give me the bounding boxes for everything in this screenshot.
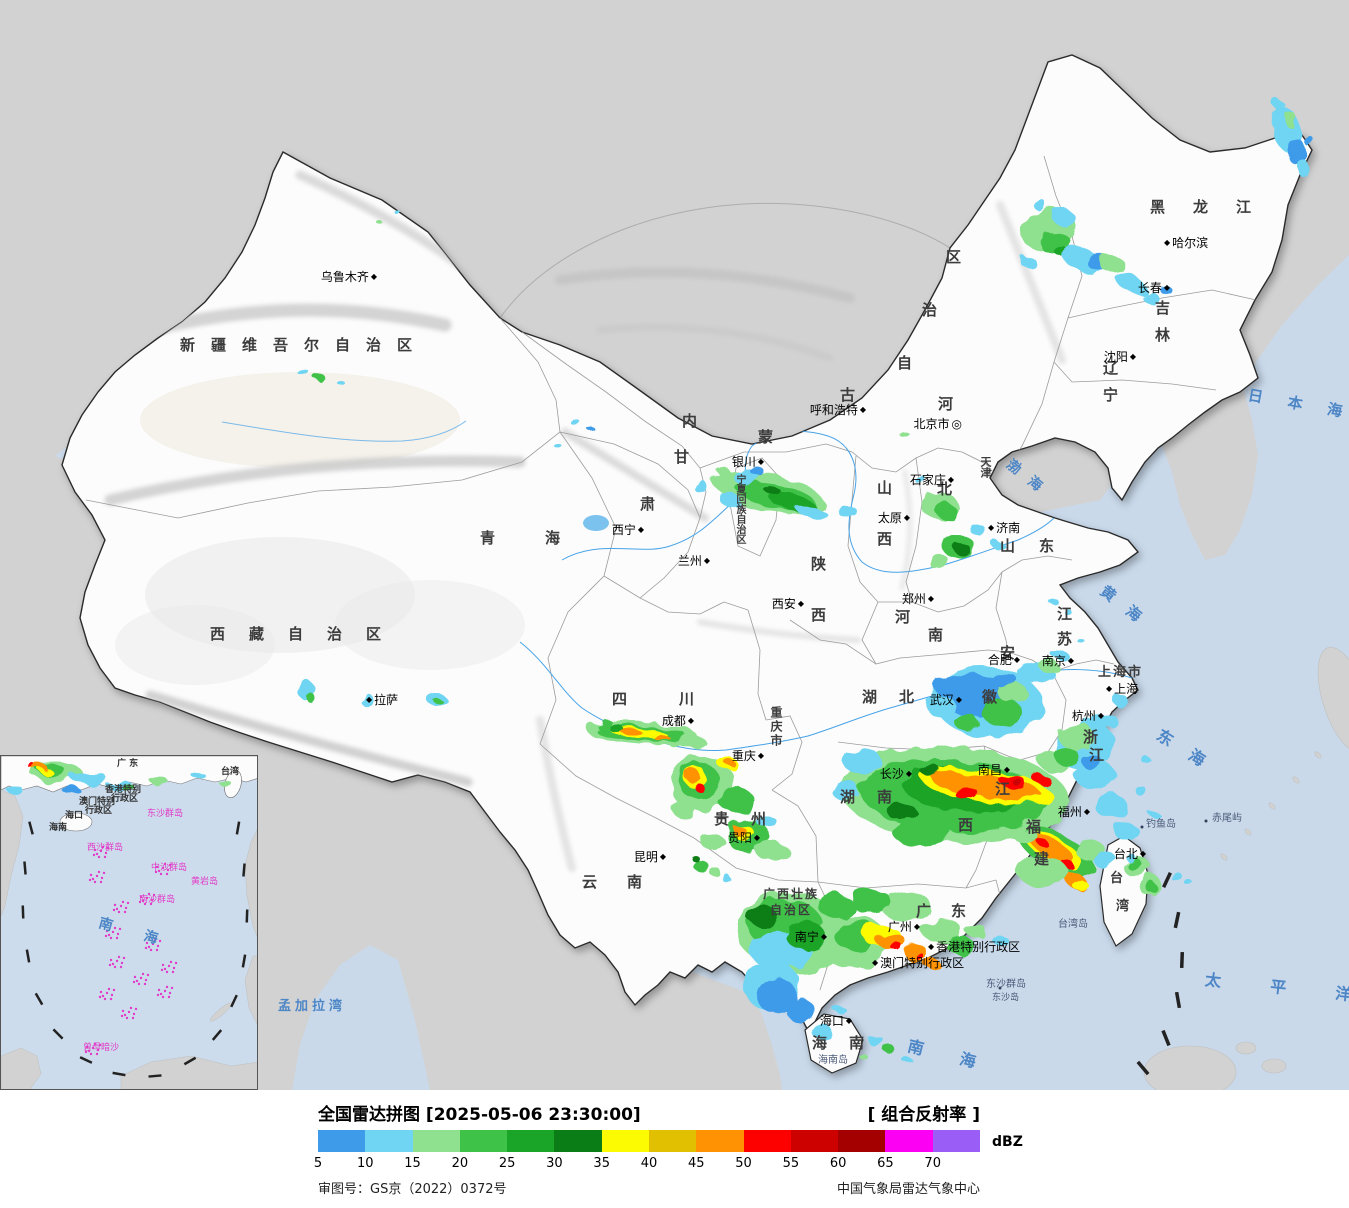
colorbar-tick: 70	[924, 1156, 941, 1171]
inset-label: 海南	[49, 823, 68, 833]
inset-label: 黄岩岛	[191, 877, 219, 887]
colorbar-tick: 10	[357, 1156, 374, 1171]
inset-label: 西沙群岛	[87, 843, 124, 853]
inset-label: 香港特别	[105, 785, 142, 795]
terrain-relief	[104, 170, 1066, 872]
inset-label: 东沙群岛	[147, 809, 184, 819]
inset-label: 广 东	[117, 759, 139, 769]
qinghai-lake	[583, 515, 609, 531]
inset-label: 行政区	[85, 806, 113, 816]
colorbar-tick: 40	[640, 1156, 658, 1171]
colorbar-tick: 55	[782, 1156, 800, 1171]
colorbar-cell-15	[412, 1130, 460, 1152]
inset-label: 台湾	[221, 767, 240, 777]
license-text: 审图号：GS京（2022）0372号	[318, 1182, 507, 1197]
colorbar-cell-10	[365, 1130, 413, 1152]
colorbar-cell-25	[507, 1130, 555, 1152]
colorbar-cell-40	[648, 1130, 697, 1152]
colorbar-cell-55	[790, 1130, 839, 1152]
unit-label: dBZ	[992, 1134, 1023, 1150]
colorbar-cell-70	[932, 1130, 980, 1152]
mongolia-relief	[555, 267, 855, 362]
colorbar-tick: 35	[593, 1156, 610, 1171]
inset-label: 行政区	[111, 794, 139, 804]
inset-label: 海口	[65, 811, 84, 821]
colorbar-cell-5	[318, 1130, 366, 1152]
inset-hainan	[59, 812, 93, 832]
inset-label: 南沙群岛	[139, 895, 176, 905]
colorbar-tick: 30	[546, 1156, 563, 1171]
legend-panel: 全国雷达拼图 [2025-05-06 23:30:00] [ 组合反射率 ] d…	[0, 1090, 1349, 1208]
yellow-river	[561, 430, 1055, 573]
inset-foreign-land	[1, 789, 257, 1089]
inset-label: 澳门特别	[79, 797, 116, 807]
colorbar-tick: 20	[451, 1156, 469, 1171]
product-label: [ 组合反射率 ]	[867, 1105, 980, 1125]
colorbar-tick: 15	[404, 1156, 421, 1171]
source-text: 中国气象局雷达气象中心	[836, 1182, 980, 1197]
colorbar-tick: 25	[498, 1156, 516, 1171]
colorbar	[318, 1130, 980, 1152]
small-island-dots	[998, 819, 1208, 990]
colorbar-tick: 65	[877, 1156, 894, 1171]
inset-label: 中沙群岛	[151, 863, 188, 873]
colorbar-tick: 50	[735, 1156, 752, 1171]
inset-nine-dash-line	[21, 821, 249, 1078]
inset-label: 曾母暗沙	[83, 1043, 120, 1053]
radar-echo-layer	[297, 100, 1314, 1062]
tarim-river	[221, 420, 467, 442]
colorbar-cell-35	[601, 1130, 649, 1152]
colorbar-cell-30	[554, 1130, 602, 1152]
china-radar-map: 黑龙江 吉林 辽宁内蒙古自治区新疆维吾尔自治区 西藏自治区 青海甘肃陕西 山西河北山东河南…	[0, 0, 1349, 1090]
mongolia-border	[499, 202, 951, 319]
inset-island-scatter	[84, 845, 178, 1056]
colorbar-tick: 5	[313, 1156, 323, 1171]
colorbar-ticks: 5 10 15 20 25 30 35 40 45 50 55 60 65 70	[314, 1156, 980, 1174]
inset-radar-echo-layer	[7, 763, 231, 794]
nine-dash-line	[1136, 872, 1185, 1076]
colorbar-cell-65	[885, 1130, 933, 1152]
inset-canvas	[1, 756, 257, 1089]
colorbar-tick: 60	[829, 1156, 847, 1171]
colorbar-cell-45	[696, 1130, 744, 1152]
map-title: 全国雷达拼图 [2025-05-06 23:30:00]	[318, 1105, 641, 1125]
south-china-sea-inset: 广 东台湾 香港特别 行政区 澳门特别 行政区 海口 海南 东沙群岛 西沙群岛 中沙群岛 黄岩岛 南沙…	[0, 755, 258, 1090]
colorbar-cell-60	[838, 1130, 886, 1152]
colorbar-cell-20	[459, 1130, 508, 1152]
colorbar-tick: 45	[688, 1156, 705, 1171]
foreign-islands	[1143, 646, 1349, 1090]
colorbar-cell-50	[743, 1130, 791, 1152]
